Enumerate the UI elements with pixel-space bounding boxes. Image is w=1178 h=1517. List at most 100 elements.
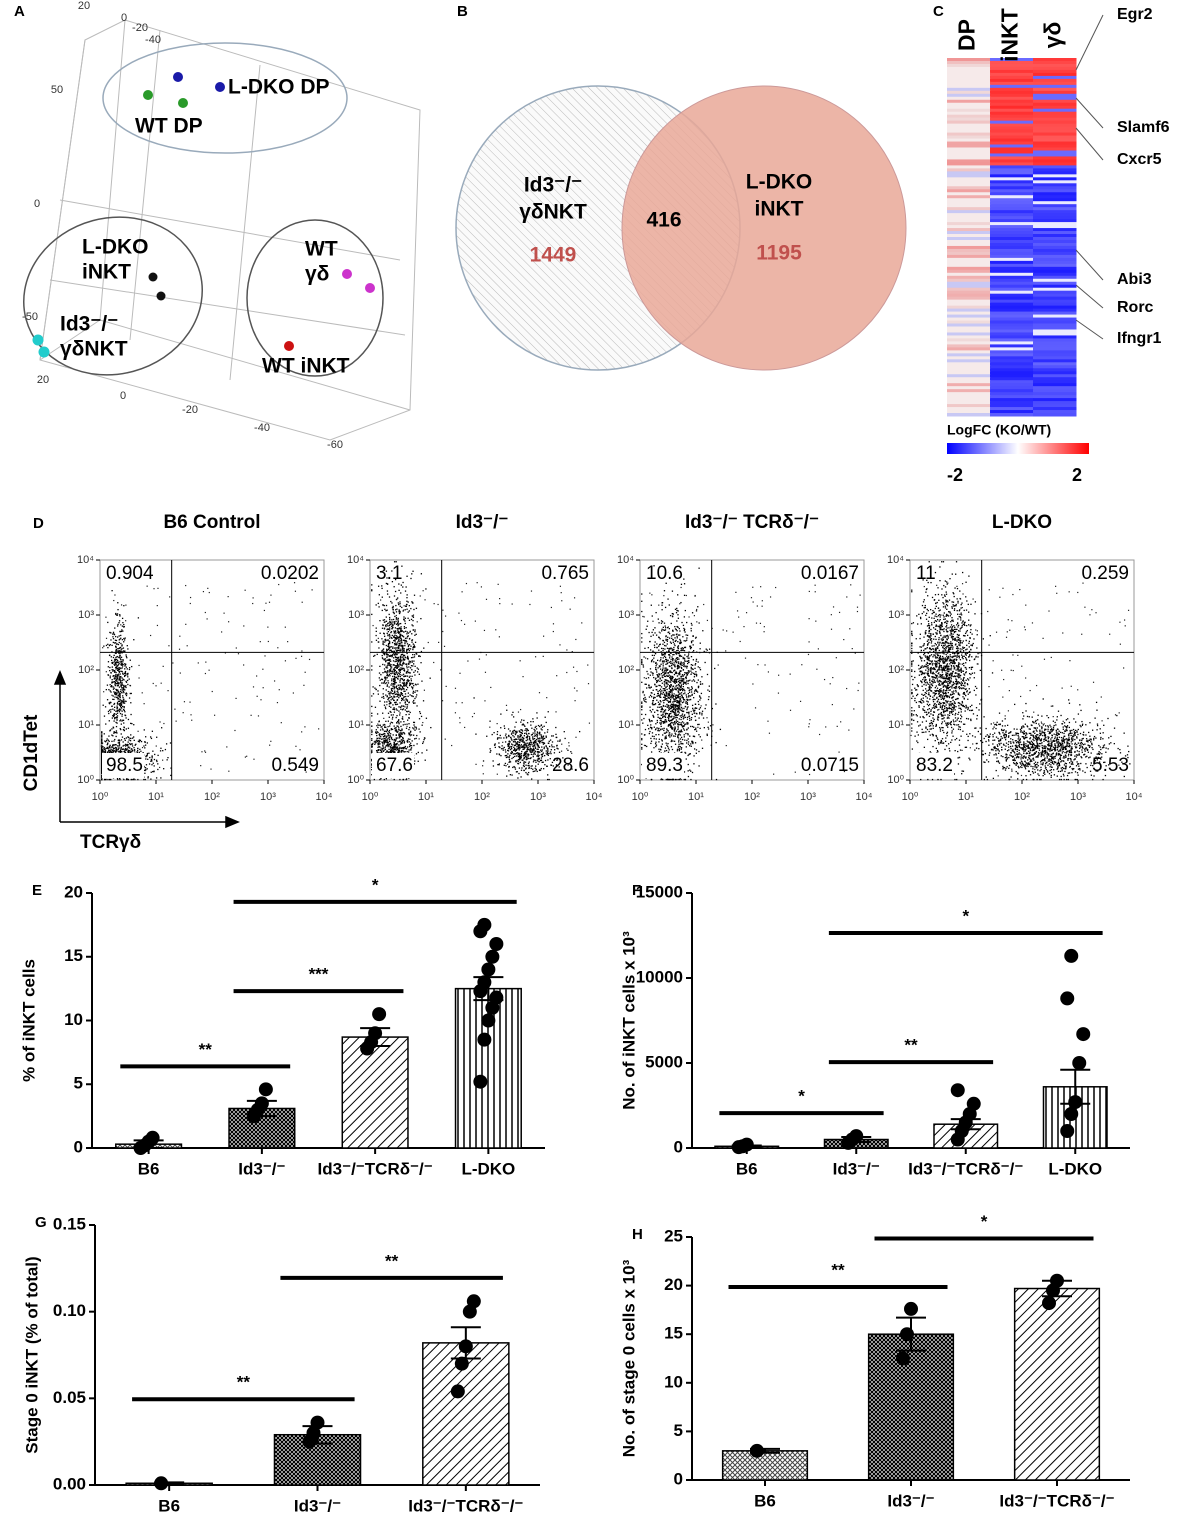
cell-event <box>410 657 413 659</box>
heatmap-cell <box>1033 269 1077 274</box>
cell-event <box>128 668 131 671</box>
cell-event <box>553 749 556 751</box>
x-tick-label: 10² <box>204 791 220 803</box>
cell-event <box>668 661 671 663</box>
heatmap-cell <box>990 60 1034 65</box>
cell-event <box>683 627 685 630</box>
heatmap-cell <box>990 144 1034 148</box>
cell-event <box>414 646 416 648</box>
cell-event <box>120 649 122 651</box>
cell-event <box>133 724 135 726</box>
heatmap-cell <box>1033 144 1077 148</box>
cell-event <box>666 728 668 730</box>
cell-event <box>373 741 376 743</box>
cell-event <box>687 722 689 724</box>
cell-event <box>390 728 393 731</box>
cell-event <box>396 667 398 669</box>
cell-event <box>523 735 526 737</box>
cell-event <box>399 685 401 687</box>
cell-event <box>401 742 403 744</box>
cell-event <box>668 604 670 606</box>
cell-event <box>388 697 390 700</box>
cell-event <box>401 692 403 695</box>
cell-event <box>678 685 680 687</box>
cell-event <box>397 659 400 662</box>
cell-event <box>402 656 404 658</box>
cell-event <box>110 748 112 750</box>
cell-event <box>129 740 132 742</box>
cell-event <box>540 734 543 736</box>
cell-event <box>397 637 399 639</box>
cell-event <box>500 755 502 757</box>
cell-event <box>114 669 116 672</box>
cell-event <box>498 746 500 748</box>
cell-event <box>120 689 122 691</box>
heatmap-cell <box>947 410 991 414</box>
cell-event <box>679 642 681 645</box>
cell-event <box>656 689 658 691</box>
cell-event <box>524 755 527 758</box>
cell-event <box>532 745 534 747</box>
cell-event <box>388 613 390 616</box>
cell-event <box>389 664 391 666</box>
heatmap-cell <box>947 266 991 271</box>
cell-event <box>179 672 181 674</box>
cell-event <box>121 684 124 686</box>
cell-event <box>383 653 385 655</box>
cell-event <box>402 778 405 781</box>
cell-event <box>124 665 126 667</box>
cell-event <box>401 653 404 656</box>
cell-event <box>524 752 526 754</box>
cell-event <box>664 653 666 656</box>
cell-event <box>525 744 528 746</box>
heatmap-cell <box>1033 413 1077 417</box>
cell-event <box>513 749 516 751</box>
cell-event <box>555 733 557 736</box>
cell-event <box>387 712 390 714</box>
cell-event <box>400 691 402 694</box>
cell-event <box>113 747 115 750</box>
cell-event <box>123 778 125 781</box>
gene-label: Rorc <box>1117 299 1154 316</box>
cell-event <box>371 738 373 740</box>
cell-event <box>115 671 117 674</box>
cell-event <box>115 689 118 691</box>
cell-event <box>395 744 398 746</box>
cell-event <box>678 739 680 741</box>
cell-event <box>117 669 119 671</box>
cell-event <box>383 738 386 740</box>
cell-event <box>113 713 115 715</box>
cell-event <box>393 695 395 697</box>
cell-event <box>237 653 240 655</box>
heatmap-cell <box>990 75 1034 80</box>
cell-event <box>404 745 406 748</box>
cell-event <box>200 765 202 767</box>
cell-event <box>397 624 400 626</box>
cell-event <box>666 669 668 671</box>
cell-event <box>681 742 683 745</box>
cell-event <box>119 678 121 681</box>
cell-event <box>260 699 262 701</box>
cell-event <box>385 620 388 622</box>
cell-event <box>101 746 103 749</box>
cell-event <box>675 671 677 673</box>
cell-event <box>388 646 390 648</box>
cell-event <box>528 732 530 735</box>
cell-event <box>105 740 108 742</box>
cell-event <box>444 738 446 740</box>
cell-event <box>515 755 518 757</box>
cell-event <box>538 758 540 760</box>
cell-event <box>118 745 120 747</box>
cell-event <box>679 655 681 658</box>
cell-event <box>678 734 680 736</box>
cell-event <box>542 752 544 754</box>
cell-event <box>403 741 406 743</box>
cell-event <box>693 676 696 678</box>
cell-event <box>115 635 117 638</box>
heatmap-cell <box>990 114 1034 119</box>
cell-event <box>386 750 388 752</box>
heatmap-cell <box>1033 374 1077 378</box>
cell-event <box>147 758 149 760</box>
cell-event <box>394 683 396 685</box>
cell-event <box>109 675 111 677</box>
